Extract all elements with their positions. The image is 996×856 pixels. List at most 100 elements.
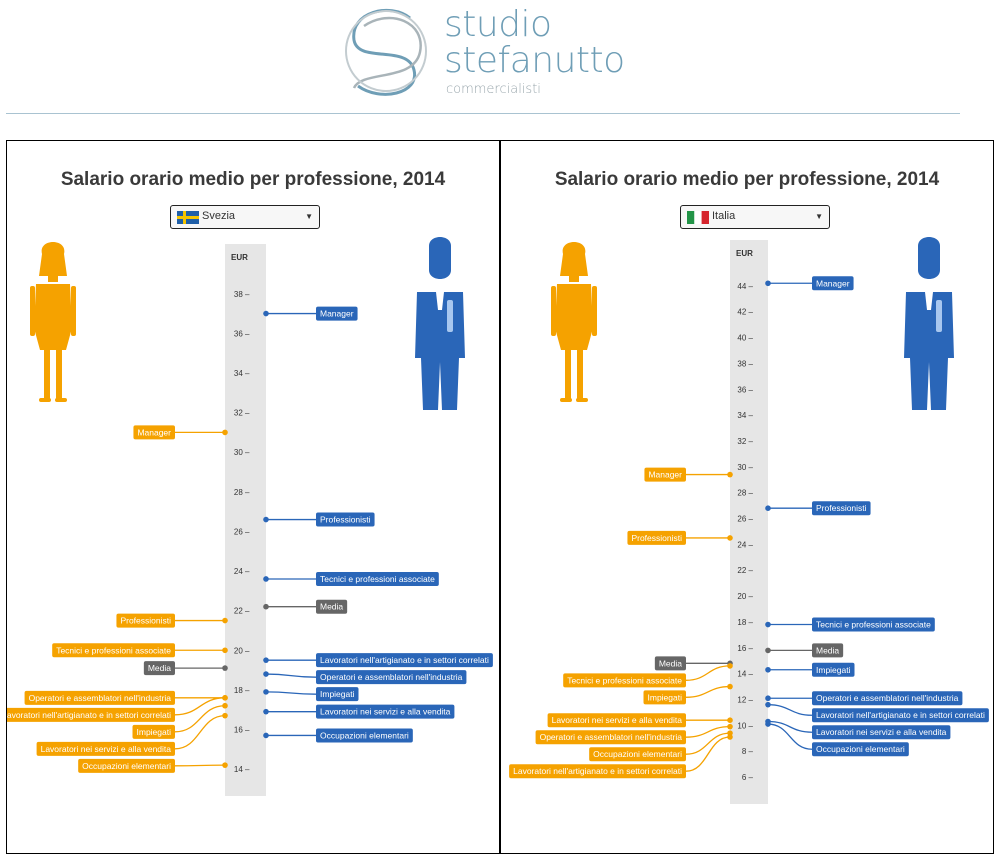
data-point bbox=[222, 617, 228, 624]
data-point bbox=[222, 695, 228, 701]
chart-title: Salario orario medio per professione, 20… bbox=[554, 169, 940, 190]
data-point bbox=[727, 471, 733, 478]
axis-tick-label: 32 – bbox=[234, 409, 250, 418]
country-select-value: Italia bbox=[712, 210, 736, 222]
women-label: Impiegati bbox=[643, 690, 686, 705]
axis-tick-label: 16 – bbox=[234, 726, 250, 735]
women-label: Manager bbox=[644, 467, 686, 482]
media-label-men: Media bbox=[812, 643, 844, 658]
data-point bbox=[727, 723, 733, 730]
data-point bbox=[222, 702, 228, 709]
connector-line bbox=[685, 726, 731, 738]
svg-text:Manager: Manager bbox=[320, 309, 354, 319]
svg-text:Lavoratori nei servizi e alla: Lavoratori nei servizi e alla vendita bbox=[816, 727, 947, 737]
connector-line bbox=[174, 697, 226, 716]
brand-tagline: commercialisti bbox=[446, 82, 541, 97]
svg-text:Media: Media bbox=[148, 663, 171, 673]
svg-text:Media: Media bbox=[320, 602, 343, 612]
country-select[interactable]: Italia ▼ bbox=[680, 205, 830, 229]
brand-name-line2: stefanutto bbox=[444, 40, 625, 81]
axis-tick-label: 42 – bbox=[737, 308, 753, 317]
svg-text:Lavoratori nell'artigianato e: Lavoratori nell'artigianato e in settori… bbox=[7, 710, 171, 720]
women-label: Occupazioni elementari bbox=[589, 747, 686, 762]
svg-text:Operatori e assemblatori nell': Operatori e assemblatori nell'industria bbox=[29, 693, 172, 703]
data-point bbox=[765, 280, 771, 287]
men-label: Professionisti bbox=[316, 512, 375, 527]
chart-title: Salario orario medio per professione, 20… bbox=[60, 169, 446, 190]
axis-tick-label: 34 – bbox=[234, 369, 250, 378]
data-point bbox=[263, 657, 269, 663]
axis-tick-label: 28 – bbox=[737, 489, 753, 498]
svg-text:Impiegati: Impiegati bbox=[648, 692, 683, 702]
wage-chart-sweden: EUR 14 – 16 – 18 – 20 – 22 – 24 – 26 – 28 – 30 – 3… bbox=[7, 237, 493, 796]
svg-text:Operatori e assemblatori nell': Operatori e assemblatori nell'industria bbox=[816, 693, 959, 703]
svg-text:Lavoratori nell'artigianato e: Lavoratori nell'artigianato e in settori… bbox=[816, 710, 985, 720]
connector-line bbox=[174, 764, 226, 767]
svg-text:Tecnici e professioni associat: Tecnici e professioni associate bbox=[816, 620, 931, 630]
women-label: Lavoratori nell'artigianato e in settori… bbox=[7, 707, 175, 722]
svg-text:Occupazioni elementari: Occupazioni elementari bbox=[82, 761, 171, 771]
data-point bbox=[222, 429, 228, 436]
men-label: Operatori e assemblatori nell'industria bbox=[316, 670, 467, 685]
media-label-men: Media bbox=[316, 599, 348, 614]
connector-line bbox=[767, 720, 813, 733]
data-point bbox=[727, 734, 733, 740]
media-label-women: Media bbox=[143, 661, 175, 676]
svg-text:Impiegati: Impiegati bbox=[320, 689, 355, 699]
svg-text:Tecnici e professioni associat: Tecnici e professioni associate bbox=[567, 675, 682, 685]
connector-line bbox=[174, 714, 226, 750]
chart-area: EUR 14 – 16 – 18 – 20 – 22 – 24 – 26 – 28 – 30 – 3… bbox=[7, 236, 501, 856]
svg-text:Media: Media bbox=[816, 645, 839, 655]
data-point bbox=[727, 717, 733, 723]
connector-line bbox=[685, 736, 731, 772]
women-label: Professionisti bbox=[627, 530, 686, 545]
women-label: Tecnici e professioni associate bbox=[52, 643, 175, 658]
axis-tick-label: 6 – bbox=[742, 773, 754, 782]
svg-text:Tecnici e professioni associat: Tecnici e professioni associate bbox=[56, 645, 171, 655]
chevron-down-icon: ▼ bbox=[305, 212, 313, 221]
connector-line bbox=[767, 723, 813, 750]
data-point bbox=[765, 721, 771, 727]
svg-text:Lavoratori nei servizi e alla: Lavoratori nei servizi e alla vendita bbox=[41, 744, 172, 754]
men-label: Manager bbox=[812, 276, 854, 291]
axis-unit-label: EUR bbox=[231, 253, 248, 262]
svg-text:Lavoratori nell'artigianato e: Lavoratori nell'artigianato e in settori… bbox=[513, 766, 682, 776]
data-point bbox=[727, 683, 733, 690]
data-point bbox=[222, 647, 228, 654]
data-point bbox=[263, 310, 269, 317]
svg-text:Media: Media bbox=[659, 658, 682, 668]
axis-tick-label: 22 – bbox=[234, 607, 250, 616]
connector-line bbox=[265, 673, 317, 678]
connector-line bbox=[685, 685, 731, 698]
brand-name-line1: studio bbox=[444, 4, 552, 45]
axis-tick-label: 18 – bbox=[737, 618, 753, 627]
axis-tick-label: 38 – bbox=[234, 290, 250, 299]
women-label: Manager bbox=[133, 425, 175, 440]
svg-text:Impiegati: Impiegati bbox=[137, 727, 172, 737]
brand-logo: studio stefanutto commercialisti bbox=[340, 0, 640, 100]
connector-line bbox=[767, 704, 813, 716]
women-label: Operatori e assemblatori nell'industria bbox=[535, 730, 686, 745]
woman-figure-icon bbox=[30, 242, 76, 402]
svg-text:Operatori e assemblatori nell': Operatori e assemblatori nell'industria bbox=[320, 672, 463, 682]
axis-tick-label: 36 – bbox=[737, 385, 753, 394]
men-label: Tecnici e professioni associate bbox=[316, 571, 439, 586]
country-select[interactable]: Svezia ▼ bbox=[170, 205, 320, 229]
data-point bbox=[765, 505, 771, 511]
women-label: Lavoratori nei servizi e alla vendita bbox=[36, 741, 175, 756]
axis-tick-label: 20 – bbox=[234, 646, 250, 655]
axis-tick-label: 30 – bbox=[234, 448, 250, 457]
men-label: Professionisti bbox=[812, 501, 871, 516]
men-label: Lavoratori nell'artigianato e in settori… bbox=[812, 708, 989, 723]
svg-text:Manager: Manager bbox=[137, 427, 171, 437]
axis-tick-label: 34 – bbox=[737, 411, 753, 420]
axis-tick-label: 24 – bbox=[234, 567, 250, 576]
axis-tick-label: 14 – bbox=[737, 670, 753, 679]
wage-chart-italy: EUR 6 – 8 – 10 – 12 – 14 – 16 – 18 – 20 – 22 – 24 … bbox=[509, 237, 989, 804]
axis-tick-label: 36 – bbox=[234, 329, 250, 338]
axis-tick-label: 16 – bbox=[737, 644, 753, 653]
svg-text:Professionisti: Professionisti bbox=[816, 503, 867, 513]
axis-tick-label: 18 – bbox=[234, 686, 250, 695]
connector-line bbox=[685, 665, 731, 681]
sweden-flag-icon bbox=[177, 211, 199, 224]
